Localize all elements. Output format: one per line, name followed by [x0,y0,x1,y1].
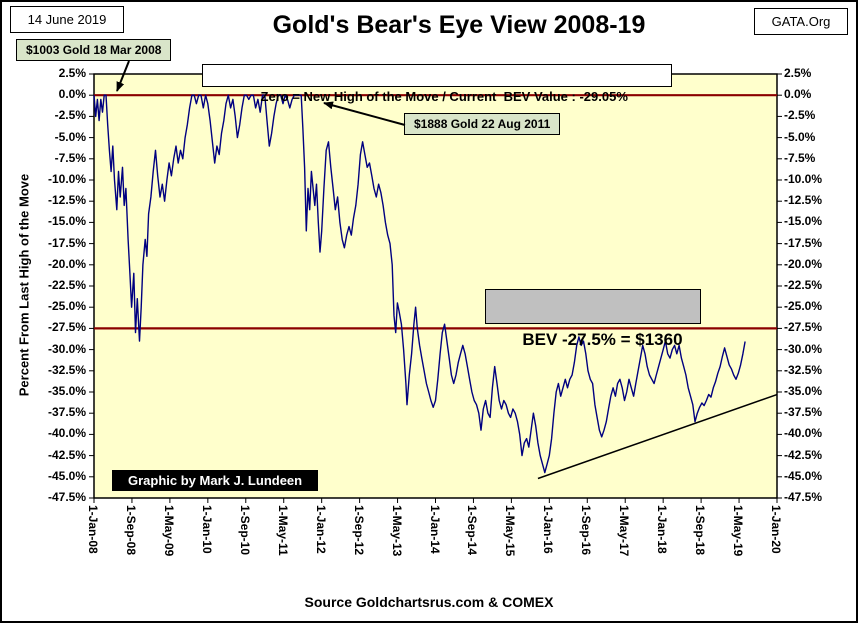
y-axis-tick-label: -37.5% [784,405,823,420]
x-axis-tick-label: 1-May-15 [503,505,518,557]
y-axis-tick-label: -5.0% [784,129,816,144]
x-axis-tick-label: 1-Sep-10 [237,505,252,556]
annotation-gold-2008: $1003 Gold 18 Mar 2008 [16,39,172,61]
y-axis-tick-label: -32.5% [47,362,86,377]
y-axis-tick-label: -12.5% [47,193,86,208]
y-axis-tick-label: -2.5% [54,108,86,123]
y-axis-tick-label: -37.5% [47,405,86,420]
annotation-gold-2008-label: $1003 Gold 18 Mar 2008 [26,43,162,57]
bev-chart [89,73,782,503]
x-axis-tick-label: 1-Jan-18 [655,505,670,554]
y-axis-tick-label: 0.0% [784,87,812,102]
date-label: 14 June 2019 [27,12,107,27]
page-title: Gold's Bear's Eye View 2008-19 [272,11,646,39]
y-axis-labels-right: 2.5% 0.0% -2.5% -5.0% -7.5% -10.0% -12.5% -15.0… [784,2,854,621]
x-axis-tick-label: 1-May-19 [731,505,746,557]
annotation-gold-2011: $1888 Gold 22 Aug 2011 [404,113,561,135]
y-axis-tick-label: -20.0% [784,256,823,271]
date-box: 14 June 2019 [10,6,124,33]
y-axis-tick-label: -22.5% [47,278,86,292]
y-axis-tick-label: -47.5% [784,490,823,504]
y-axis-tick-label: -32.5% [784,362,823,377]
y-axis-tick-label: -15.0% [784,214,823,229]
y-axis-tick-label: -40.0% [47,426,86,441]
y-axis-tick-label: 0.0% [58,87,86,102]
x-axis-tick-label: 1-Jan-12 [313,505,328,554]
x-axis-tick-label: 1-Sep-08 [123,505,138,556]
x-axis-tick-label: 1-May-17 [617,505,632,557]
x-axis-tick-label: 1-May-13 [389,505,404,557]
x-axis-tick-label: 1-Jan-16 [541,505,556,554]
x-axis-tick-label: 1-Sep-14 [465,505,480,556]
y-axis-tick-label: -12.5% [784,193,823,208]
x-axis-tick-label: 1-Jan-14 [427,505,442,554]
y-axis-tick-label: -7.5% [54,150,86,165]
x-axis-tick-label: 1-May-09 [161,505,176,557]
y-axis-tick-label: -17.5% [784,235,823,250]
y-axis-tick-label: 2.5% [58,66,86,80]
y-axis-tick-label: 2.5% [784,66,812,80]
y-axis-tick-label: -45.0% [784,468,823,483]
x-axis-tick-label: 1-Jan-20 [769,505,783,554]
y-axis-tick-label: -47.5% [47,490,86,504]
y-axis-tick-label: -2.5% [784,108,816,123]
y-axis-tick-label: -7.5% [784,150,816,165]
y-axis-tick-label: -25.0% [784,299,823,314]
gata-org-box: GATA.Org [754,8,848,35]
y-axis-labels-left: 2.5% 0.0% -2.5% -5.0% -7.5% -10.0% -12.5% -15.0… [26,2,86,621]
y-axis-tick-label: -27.5% [47,320,86,335]
annotation-gold-2011-label: $1888 Gold 22 Aug 2011 [414,117,551,131]
y-axis-tick-label: -20.0% [47,256,86,271]
y-axis-tick-label: -40.0% [784,426,823,441]
y-axis-tick-label: -15.0% [47,214,86,229]
y-axis-tick-label: -25.0% [47,299,86,314]
y-axis-tick-label: -30.0% [784,341,823,356]
x-axis-tick-label: 1-May-11 [275,505,290,556]
credit-box: Graphic by Mark J. Lundeen [112,470,319,491]
y-axis-tick-label: -35.0% [47,384,86,398]
x-axis-tick-label: 1-Sep-18 [693,505,708,556]
annotation-bev-level: BEV -27.5% = $1360 [485,289,701,349]
annotation-zero-line-label: Zero = New High of the Move / Current BE… [260,89,628,104]
y-axis-tick-label: -10.0% [47,172,86,186]
y-axis-tick-label: -5.0% [54,129,86,144]
y-axis-tick-label: -42.5% [47,447,86,462]
y-axis-tick-label: -30.0% [47,341,86,356]
y-axis-tick-label: -35.0% [784,384,823,398]
gata-org-label: GATA.Org [771,14,831,29]
y-axis-tick-label: -45.0% [47,468,86,483]
y-axis-tick-label: -42.5% [784,447,823,462]
y-axis-tick-label: -17.5% [47,235,86,250]
y-axis-tick-label: -10.0% [784,172,823,186]
x-axis-tick-label: 1-Jan-10 [199,505,214,554]
y-axis-tick-label: -27.5% [784,320,823,335]
annotation-bev-level-label: BEV -27.5% = $1360 [522,330,683,349]
annotation-zero-line: Zero = New High of the Move / Current BE… [202,64,672,104]
credit-label: Graphic by Mark J. Lundeen [128,473,303,488]
x-axis-tick-label: 1-Sep-12 [351,505,366,556]
source-label: Source Goldchartsrus.com & COMEX [304,594,554,610]
x-axis-tick-label: 1-Sep-16 [579,505,594,556]
x-axis-tick-label: 1-Jan-08 [86,505,100,554]
y-axis-tick-label: -22.5% [784,278,823,292]
